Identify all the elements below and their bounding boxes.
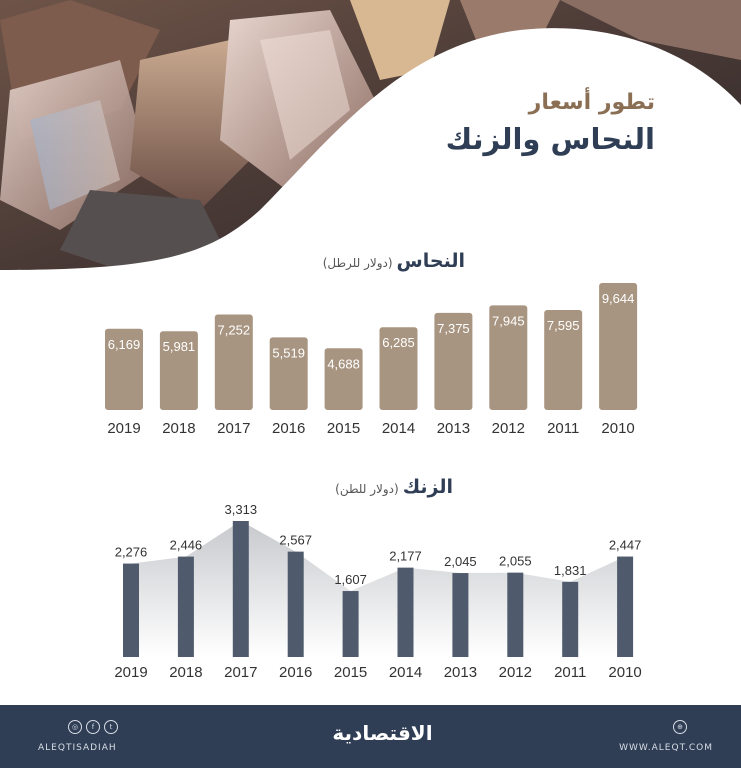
copper-year-label: 2019	[107, 420, 140, 437]
zinc-year-label: 2012	[499, 664, 532, 681]
zinc-bar-2013	[452, 573, 469, 657]
hero-crystal-image	[0, 0, 741, 270]
zinc-value-label: 2,446	[170, 538, 203, 553]
zinc-bar-2014	[397, 567, 414, 657]
zinc-bar-2012	[507, 572, 524, 657]
zinc-year-label: 2010	[608, 664, 641, 681]
zinc-year-label: 2015	[334, 664, 367, 681]
web-icon[interactable]: ⊕	[673, 720, 687, 734]
title-line-1: تطور أسعار	[528, 90, 655, 115]
zinc-chart-title: الزنك	[402, 476, 453, 498]
copper-bar-2013	[434, 312, 473, 410]
zinc-year-label: 2014	[389, 664, 422, 681]
copper-chart-heading: النحاس(دولار للرطل)	[323, 250, 465, 272]
copper-value-label: 7,375	[437, 321, 470, 336]
copper-value-label: 6,285	[382, 335, 415, 350]
copper-chart-title: النحاس	[396, 250, 465, 272]
copper-year-label: 2012	[492, 420, 525, 437]
zinc-value-label: 2,045	[444, 554, 477, 569]
zinc-value-label: 2,276	[115, 545, 148, 560]
copper-bar-chart: 6,169 2019 5,981 2018 7,252 2017 5,519 2016 4,68…	[105, 283, 638, 437]
zinc-bar-2016	[287, 551, 304, 657]
copper-bar-2018	[159, 331, 198, 410]
copper-value-label: 7,252	[218, 322, 251, 337]
copper-year-label: 2016	[272, 420, 305, 437]
copper-chart-unit: (دولار للرطل)	[322, 256, 393, 270]
zinc-value-label: 2,177	[389, 549, 422, 564]
copper-value-label: 4,688	[327, 356, 360, 371]
zinc-year-label: 2011	[554, 664, 586, 681]
zinc-chart-unit: (دولار للطن)	[335, 482, 399, 496]
zinc-bar-2015	[342, 591, 359, 657]
zinc-area-fill	[131, 521, 626, 657]
zinc-value-label: 2,447	[609, 538, 642, 553]
zinc-value-label: 2,567	[279, 533, 312, 548]
zinc-bar-2019	[123, 563, 139, 657]
zinc-bar-2010	[617, 556, 634, 657]
zinc-bar-2018	[177, 556, 194, 657]
instagram-icon[interactable]: ◎	[68, 720, 82, 734]
zinc-year-label: 2019	[114, 664, 147, 681]
website-link[interactable]: WWW.ALEQT.COM	[619, 743, 713, 753]
copper-year-label: 2017	[217, 420, 250, 437]
copper-year-label: 2013	[437, 420, 470, 437]
copper-bar-2017	[214, 314, 253, 410]
zinc-bar-chart: 2,276 2019 2,446 2018 3,313 2017 2,567 2016 1,60…	[114, 502, 642, 681]
facebook-icon[interactable]: f	[86, 720, 100, 734]
copper-value-label: 5,519	[272, 345, 305, 360]
zinc-value-label: 1,831	[554, 563, 587, 578]
copper-bar-2019	[105, 328, 143, 410]
twitter-icon[interactable]: t	[104, 720, 118, 734]
copper-value-label: 7,945	[492, 313, 525, 328]
zinc-year-label: 2017	[224, 664, 257, 681]
footer-bar: ◎ f t ALEQTISADIAH الاقتصادية ⊕ WWW.ALEQ…	[0, 705, 741, 768]
copper-year-label: 2010	[601, 420, 634, 437]
zinc-value-label: 1,607	[334, 572, 367, 587]
copper-year-label: 2011	[547, 420, 579, 437]
copper-bar-2014	[379, 327, 418, 410]
zinc-year-label: 2016	[279, 664, 312, 681]
copper-value-label: 5,981	[163, 339, 196, 354]
copper-value-label: 6,169	[108, 337, 141, 352]
zinc-bar-2017	[232, 521, 249, 657]
zinc-year-label: 2013	[444, 664, 477, 681]
zinc-value-label: 3,313	[225, 502, 258, 517]
zinc-year-label: 2018	[169, 664, 202, 681]
copper-year-label: 2018	[162, 420, 195, 437]
zinc-bar-2011	[562, 581, 579, 657]
newspaper-logo: الاقتصادية	[332, 721, 433, 745]
title-line-2: النحاس والزنك	[445, 122, 655, 156]
copper-year-label: 2015	[327, 420, 360, 437]
copper-bar-2015	[324, 348, 363, 410]
social-handle[interactable]: ALEQTISADIAH	[38, 743, 117, 753]
copper-value-label: 9,644	[602, 291, 635, 306]
copper-year-label: 2014	[382, 420, 415, 437]
zinc-value-label: 2,055	[499, 554, 532, 569]
copper-value-label: 7,595	[547, 318, 580, 333]
copper-bar-2011	[544, 309, 583, 410]
copper-bar-2010	[599, 283, 638, 410]
title-block: تطور أسعار النحاس والزنك	[446, 88, 655, 160]
zinc-chart-heading: الزنك(دولار للطن)	[335, 476, 453, 498]
copper-bar-2012	[489, 305, 528, 410]
copper-bar-2016	[269, 337, 308, 410]
